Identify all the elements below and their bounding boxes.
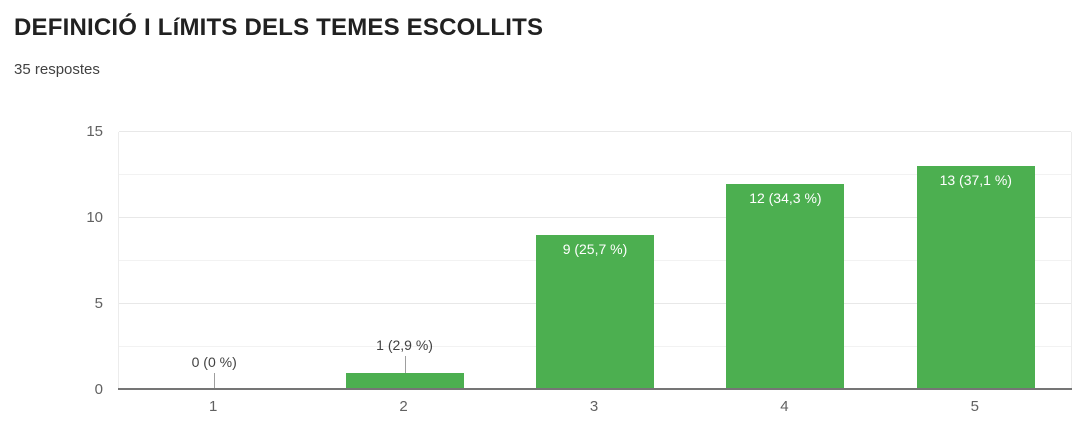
x-axis-baseline bbox=[118, 388, 1072, 390]
bar-value-label: 9 (25,7 %) bbox=[562, 241, 628, 258]
bar-value-label: 1 (2,9 %) bbox=[376, 336, 433, 353]
bar-category-5[interactable] bbox=[916, 166, 1035, 390]
bar-value-label: 0 (0 %) bbox=[191, 354, 237, 370]
bar-value-label: 13 (37,1 %) bbox=[939, 172, 1012, 189]
bar-category-4[interactable] bbox=[726, 183, 845, 390]
y-tick-label: 0 bbox=[94, 381, 103, 398]
bar-value-label: 12 (34,3 %) bbox=[749, 189, 822, 206]
page-title: DEFINICIÓ I LíMITS DELS TEMES ESCOLLITS bbox=[14, 14, 544, 41]
x-tick-label: 1 bbox=[209, 398, 218, 415]
label-leader-line bbox=[404, 355, 406, 373]
y-tick-label: 5 bbox=[94, 295, 103, 312]
y-axis: 0 5 10 15 bbox=[40, 124, 103, 398]
label-leader-line bbox=[214, 373, 216, 390]
x-tick-label: 4 bbox=[780, 398, 789, 415]
gridline bbox=[119, 217, 1071, 218]
bar-category-3[interactable] bbox=[536, 235, 654, 390]
y-tick-label: 15 bbox=[86, 123, 103, 140]
x-tick-label: 5 bbox=[970, 398, 979, 415]
y-tick-label: 10 bbox=[86, 209, 103, 226]
bar-category-2[interactable] bbox=[345, 372, 464, 390]
gridline bbox=[119, 131, 1071, 132]
x-tick-label: 3 bbox=[589, 398, 599, 415]
x-tick-label: 2 bbox=[399, 398, 408, 415]
gridline bbox=[119, 174, 1071, 175]
x-axis: 1 2 3 4 5 bbox=[118, 398, 1070, 422]
plot-area: 0 (0 %) 1 (2,9 %) 9 (25,7 %) 12 (34,3 %) 13 … bbox=[118, 131, 1072, 390]
response-count: 35 respostes bbox=[14, 61, 100, 78]
